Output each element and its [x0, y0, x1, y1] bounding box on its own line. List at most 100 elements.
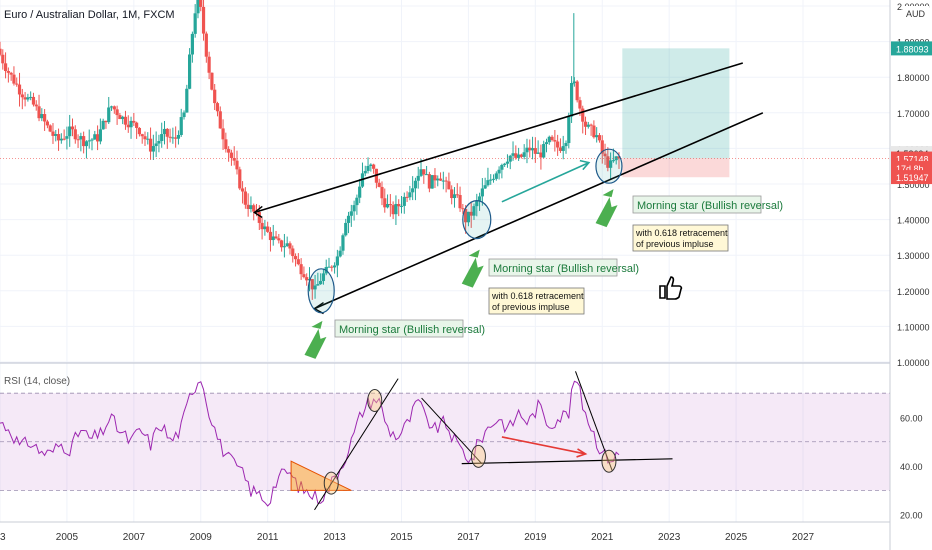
candle-body	[187, 54, 192, 89]
candle	[126, 115, 130, 133]
time-tick-label: 2007	[123, 532, 146, 543]
candle-body	[15, 83, 19, 85]
candle	[441, 171, 445, 190]
candle-body	[201, 6, 206, 34]
price-tag-text: 1.51947	[896, 173, 929, 183]
long-position-target-zone	[622, 48, 730, 159]
candle-body	[419, 169, 423, 176]
candle	[472, 203, 476, 220]
candle	[528, 139, 532, 158]
candle-body	[20, 94, 24, 98]
candle	[87, 129, 91, 149]
candle-body	[603, 153, 607, 157]
candle-body	[56, 134, 61, 141]
candle-body	[475, 200, 479, 207]
candle	[40, 108, 44, 122]
candle-body	[556, 141, 560, 148]
morning-star-label-2: Morning star (Bullish reversal)	[488, 258, 639, 277]
candle-body	[575, 81, 579, 101]
candle	[533, 137, 537, 163]
candle	[104, 120, 108, 129]
time-tick-label: 2009	[190, 532, 213, 543]
candle-body	[293, 256, 298, 260]
candle	[452, 187, 457, 208]
candle	[581, 105, 585, 134]
candle	[455, 183, 459, 198]
candle-body	[196, 0, 200, 14]
price-axis-bg	[890, 0, 932, 550]
candle	[288, 241, 292, 255]
candle	[349, 204, 353, 227]
candle	[196, 0, 200, 19]
candle-body	[466, 211, 471, 223]
candle	[542, 140, 546, 159]
candle	[567, 112, 571, 149]
currency-badge-bg	[903, 6, 929, 20]
candle	[388, 194, 392, 217]
candle	[95, 125, 100, 151]
candle-body	[190, 33, 194, 55]
candle-body	[569, 83, 574, 117]
candle-body	[137, 127, 142, 135]
candle	[430, 174, 434, 189]
candle-body	[547, 136, 551, 143]
candle	[23, 92, 27, 107]
candle	[313, 274, 317, 299]
morning-star-label-3-text: Morning star (Bullish reversal)	[637, 200, 783, 212]
candle	[135, 121, 139, 139]
pattern-circle	[462, 200, 492, 240]
candle	[316, 272, 320, 286]
candle-body	[422, 169, 426, 175]
time-tick-label: 2027	[792, 532, 815, 543]
candle	[148, 127, 153, 160]
candle-body	[179, 117, 183, 135]
candle-body	[240, 188, 245, 192]
candle	[310, 279, 314, 300]
candle	[249, 196, 253, 213]
time-tick-label: 2011	[257, 532, 279, 543]
candle-body	[416, 175, 420, 181]
candle	[344, 218, 348, 237]
candle	[352, 200, 356, 221]
rsi-title: RSI (14, close)	[4, 376, 70, 387]
candle-body	[592, 125, 596, 138]
candle	[411, 176, 415, 201]
candle	[422, 169, 426, 184]
candle-body	[174, 137, 178, 139]
candle	[17, 72, 22, 107]
candle-body	[405, 196, 409, 198]
candle-body	[444, 180, 448, 182]
candle	[291, 245, 295, 263]
time-tick-label: 2023	[658, 532, 681, 543]
candle-body	[503, 163, 507, 165]
candle	[107, 96, 111, 124]
candle	[282, 233, 286, 258]
candle	[252, 203, 256, 221]
candle-body	[109, 106, 114, 108]
candle	[491, 174, 496, 183]
candle	[48, 124, 52, 133]
candle	[115, 105, 119, 125]
candle	[319, 273, 323, 285]
candle-body	[193, 13, 197, 34]
candle-body	[597, 135, 602, 141]
candle-body	[90, 139, 94, 141]
candle	[199, 0, 203, 12]
candle-body	[76, 139, 80, 141]
retracement-note-1-line1: with 0.618 retracement	[491, 291, 584, 301]
candle-body	[483, 185, 487, 189]
candle-body	[29, 96, 33, 98]
candle	[556, 134, 560, 156]
candle-body	[207, 56, 211, 73]
candle	[500, 163, 504, 179]
time-tick-label: 2005	[56, 532, 79, 543]
candle	[140, 133, 144, 144]
candle-body	[48, 125, 52, 132]
candle-body	[140, 134, 144, 137]
candle	[243, 187, 247, 209]
candle-body	[9, 72, 13, 75]
candle	[37, 94, 41, 122]
price-tag-text: 1.88093	[896, 44, 929, 54]
candle-body	[528, 147, 532, 151]
candle-body	[542, 144, 546, 158]
